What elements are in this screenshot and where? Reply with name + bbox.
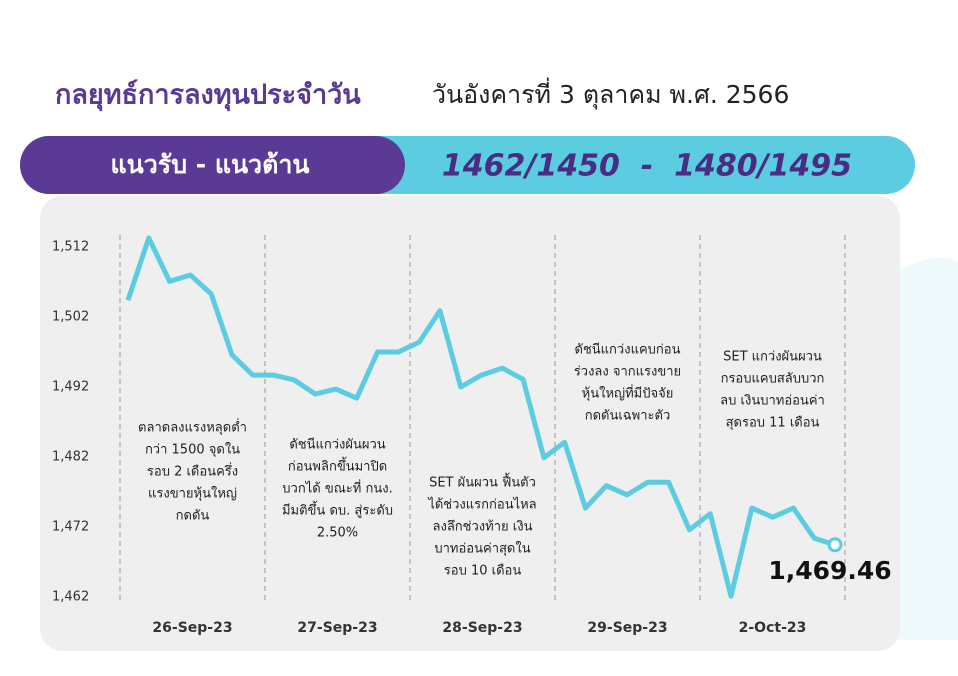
annotation: กรอบแคบสลับบวก [721, 372, 825, 387]
annotation: SET แกว่งผันผวน [723, 350, 822, 365]
date: วันอังคารที่ 3 ตุลาคม พ.ศ. 2566 [432, 77, 789, 110]
annotation: ดัชนีแกว่งผันผวน [289, 437, 385, 453]
annotation: ร่วงลง จากแรงขาย [574, 365, 681, 380]
annotation: ลบ เงินบาทอ่อนค่า [720, 394, 825, 409]
annotation: ลงลึกช่วงท้าย เงิน [433, 520, 533, 535]
annotation: SET ผันผวน ฟื้นตัว [429, 473, 536, 491]
annotation: แรงขายหุ้นใหญ่ [148, 486, 237, 502]
annotation: บวกได้ ขณะที่ กนง. [282, 480, 392, 497]
panel [40, 196, 900, 651]
x-tick-label: 29-Sep-23 [587, 620, 667, 636]
annotation: ก่อนพลิกขึ้นมาปิด [288, 457, 387, 475]
last-point [827, 537, 843, 553]
annotation: บาทอ่อนค่าสุดใน [434, 541, 530, 557]
x-tick-label: 26-Sep-23 [152, 620, 232, 636]
separators [119, 235, 846, 600]
y-tick-label: 1,482 [52, 450, 89, 465]
value-label: 1,469.46 [768, 556, 891, 585]
y-tick-label: 1,472 [52, 520, 89, 535]
annotation: รอบ 10 เดือน [444, 563, 522, 579]
x-tick-label: 27-Sep-23 [297, 620, 377, 636]
annotation: ได้ช่วงแรกก่อนไหล [427, 497, 536, 513]
annotation: มีมติขึ้น ดบ. สู่ระดับ [282, 501, 393, 519]
y-tick-label: 1,462 [52, 590, 89, 605]
banner-levels: 1462/1450 - 1480/1495 [442, 149, 852, 184]
annotation: ดัชนีแกว่งแคบก่อน [575, 342, 681, 358]
y-tick-label: 1,502 [52, 310, 89, 325]
y-tick-label: 1,512 [52, 240, 89, 255]
y-tick-label: 1,492 [52, 380, 89, 395]
annotation: หุ้นใหญ่ที่มีปัจจัย [582, 385, 674, 402]
annotation: ตลาดลงแรงหลุดต่ำ [138, 419, 247, 436]
x-tick-label: 28-Sep-23 [442, 620, 522, 636]
title: กลยุทธ์การลงทุนประจำวัน [55, 79, 361, 112]
annotation: สุดรอบ 11 เดือน [726, 415, 820, 431]
banner-label: แนวรับ - แนวต้าน [111, 150, 310, 179]
series-line [125, 235, 836, 599]
annotation: 2.50% [317, 526, 358, 541]
annotation: กดดัน [176, 509, 210, 524]
annotation: รอบ 2 เดือนครึ่ง [147, 463, 238, 480]
x-tick-label: 2-Oct-23 [739, 620, 807, 636]
annotation: กดดันเฉพาะตัว [585, 409, 671, 424]
annotation: กว่า 1500 จุดใน [145, 442, 240, 458]
banner-label-bg [20, 136, 405, 194]
